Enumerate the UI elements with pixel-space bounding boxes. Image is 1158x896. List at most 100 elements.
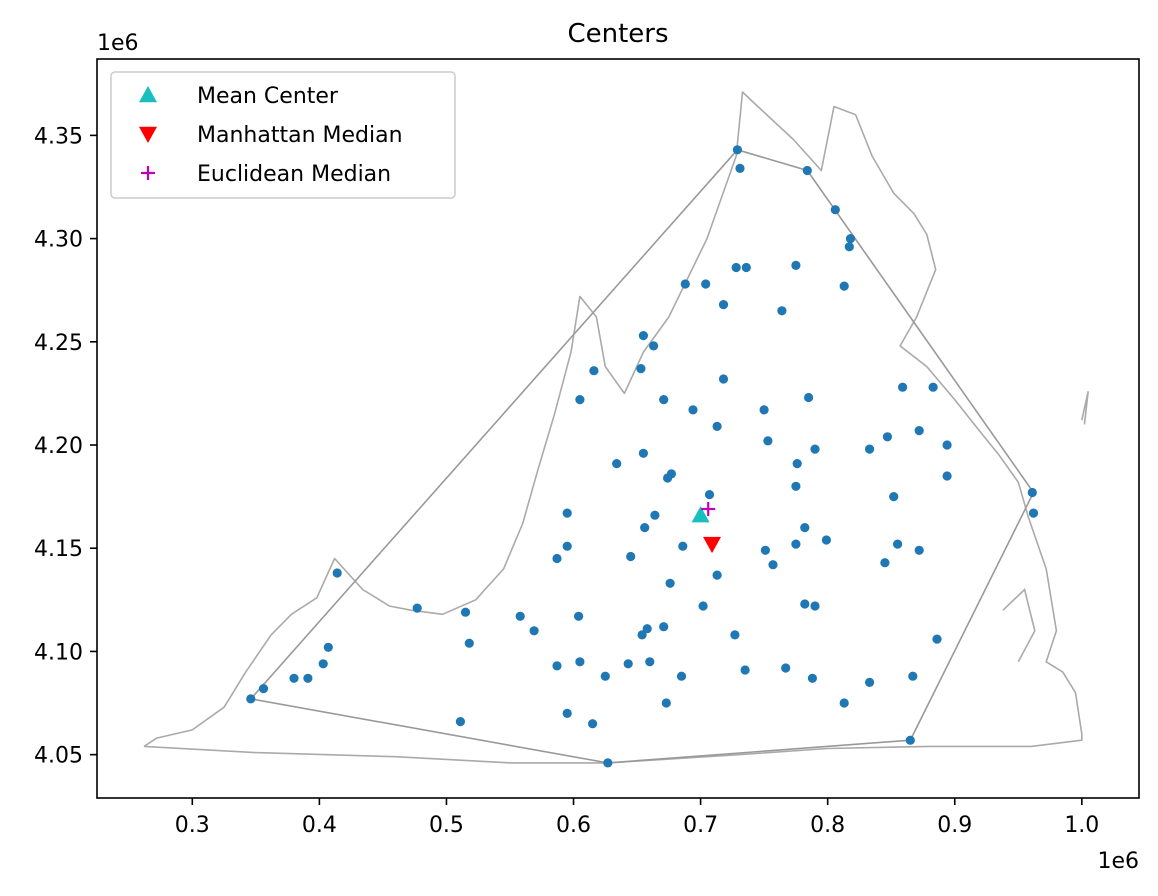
data-point-56 <box>552 553 562 564</box>
data-point-10 <box>791 260 801 270</box>
data-point-11 <box>839 281 849 291</box>
data-point-7 <box>701 279 711 289</box>
data-point-32 <box>810 444 820 454</box>
x-tick-label-7: 1.0 <box>1064 813 1099 838</box>
data-point-88 <box>807 673 818 683</box>
data-point-2 <box>802 165 812 176</box>
legend-label-2: Euclidean Median <box>197 162 391 187</box>
data-point-48 <box>821 535 832 545</box>
state-boundary <box>143 91 1089 764</box>
x-tick-label-4: 0.7 <box>683 813 718 838</box>
data-point-76 <box>323 642 333 652</box>
data-point-33 <box>638 448 649 458</box>
data-point-40 <box>704 490 715 500</box>
data-point-53 <box>760 545 771 555</box>
data-point-29 <box>763 436 773 446</box>
data-point-99 <box>603 758 613 768</box>
plot-frame <box>96 58 1140 799</box>
data-point-25 <box>759 405 769 415</box>
y-tick-label-6: 4.35 <box>34 124 83 149</box>
data-point-42 <box>1027 487 1037 498</box>
data-point-30 <box>942 440 952 450</box>
coastline-island-0 <box>1081 391 1089 425</box>
manhattan-median-marker <box>703 536 722 554</box>
data-point-5 <box>844 242 854 252</box>
x-tick-label-6: 0.9 <box>937 813 972 838</box>
data-point-90 <box>865 677 875 688</box>
data-point-18 <box>718 374 729 384</box>
data-point-72 <box>637 630 647 640</box>
data-point-19 <box>898 382 908 392</box>
data-point-77 <box>575 657 585 667</box>
data-point-17 <box>636 364 646 374</box>
y-offset-label: 1e6 <box>97 31 139 56</box>
y-tick-label-2: 4.15 <box>34 537 83 562</box>
data-point-24 <box>688 405 698 415</box>
data-point-83 <box>781 663 791 673</box>
data-point-44 <box>562 508 572 518</box>
x-tick-label-2: 0.5 <box>429 813 464 838</box>
data-point-49 <box>893 539 903 549</box>
legend-label-0: Mean Center <box>197 84 339 109</box>
x-tick-label-3: 0.6 <box>556 813 591 838</box>
coastline-island-1 <box>1002 587 1036 663</box>
data-point-97 <box>588 719 598 729</box>
data-point-16 <box>589 366 599 376</box>
data-point-31 <box>865 444 875 454</box>
data-point-82 <box>740 665 750 675</box>
data-point-69 <box>659 622 669 632</box>
data-point-45 <box>650 510 660 520</box>
data-point-6 <box>680 279 690 289</box>
data-point-93 <box>661 698 671 708</box>
boundary-outline <box>143 91 1083 764</box>
y-tick-label-0: 4.05 <box>34 744 83 769</box>
data-point-96 <box>455 717 465 727</box>
data-point-59 <box>332 568 342 578</box>
data-point-86 <box>600 671 610 681</box>
data-point-81 <box>552 661 562 671</box>
y-axis: 4.05 4.10 4.15 4.20 4.25 4.30 4.35 <box>34 124 97 769</box>
data-point-52 <box>791 539 801 549</box>
data-point-13 <box>777 306 787 316</box>
data-point-64 <box>698 601 708 611</box>
legend-entry-0: Mean Center <box>139 84 339 109</box>
data-point-47 <box>800 523 810 533</box>
data-point-75 <box>464 638 474 648</box>
data-point-4 <box>845 234 856 244</box>
data-point-51 <box>678 541 688 551</box>
chart-title: Centers <box>567 19 668 49</box>
data-point-8 <box>731 262 741 273</box>
euclidean-median-marker <box>701 502 716 517</box>
legend-marker-1 <box>139 126 157 143</box>
data-point-98 <box>905 735 915 745</box>
data-point-67 <box>574 611 584 621</box>
data-point-74 <box>932 634 942 644</box>
legend: Mean Center Manhattan Median Euclidean Med… <box>110 71 456 199</box>
x-offset-label: 1e6 <box>1097 849 1139 874</box>
data-point-14 <box>638 331 649 341</box>
legend-marker-0 <box>139 86 157 103</box>
data-point-89 <box>908 671 918 681</box>
data-point-35 <box>612 459 622 469</box>
data-point-54 <box>914 545 924 555</box>
data-point-85 <box>303 673 313 683</box>
data-point-46 <box>640 523 650 533</box>
data-point-0 <box>732 145 743 155</box>
y-tick-label-4: 4.25 <box>34 331 83 356</box>
data-point-34 <box>792 459 802 469</box>
data-point-39 <box>791 481 801 491</box>
y-tick-label-1: 4.10 <box>34 640 83 665</box>
data-point-28 <box>882 432 893 442</box>
data-point-87 <box>676 671 687 681</box>
x-tick-label-5: 0.8 <box>810 813 845 838</box>
data-point-15 <box>649 341 659 351</box>
data-point-26 <box>712 421 722 431</box>
data-point-71 <box>529 626 539 636</box>
data-point-3 <box>830 205 840 215</box>
data-point-95 <box>562 708 572 719</box>
data-points <box>246 145 1039 768</box>
data-point-27 <box>914 426 924 436</box>
data-point-55 <box>626 551 636 562</box>
data-point-94 <box>839 698 849 708</box>
